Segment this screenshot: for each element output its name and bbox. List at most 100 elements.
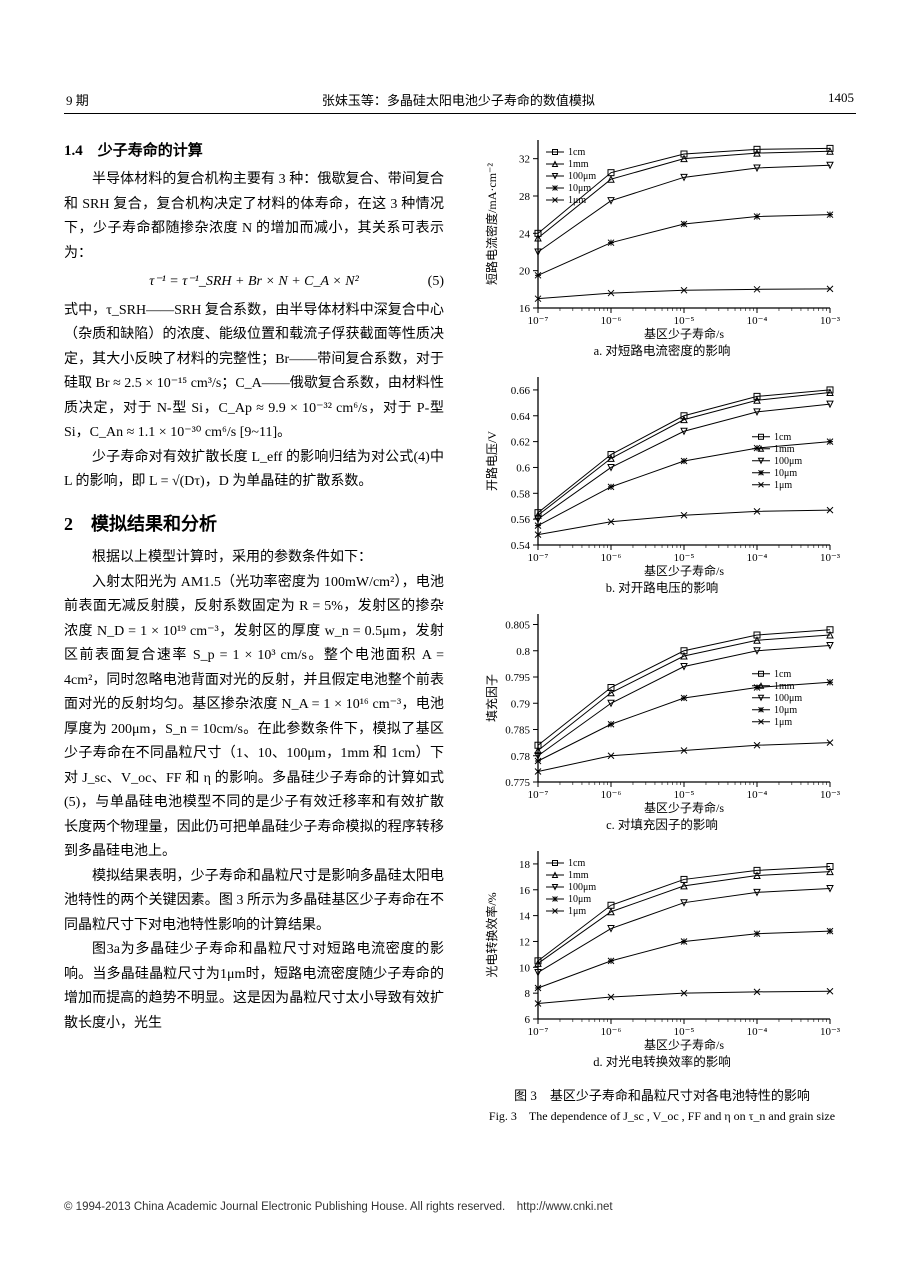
section-1-4-title: 1.4 少子寿命的计算 (64, 138, 444, 164)
svg-text:基区少子寿命/s: 基区少子寿命/s (644, 800, 724, 815)
svg-text:1cm: 1cm (568, 858, 585, 869)
svg-text:10⁻⁶: 10⁻⁶ (601, 315, 622, 327)
svg-text:填充因子: 填充因子 (484, 674, 499, 722)
svg-text:1mm: 1mm (774, 444, 795, 455)
svg-text:0.64: 0.64 (511, 411, 531, 423)
svg-text:开路电压/V: 开路电压/V (484, 431, 499, 491)
svg-text:1μm: 1μm (568, 195, 586, 206)
chart-b-block: 10⁻⁷ 10⁻⁶ 10⁻⁵ 10⁻⁴ 10⁻³ 基区少子寿命/s 0.54 0.56 0.58… (468, 369, 856, 596)
svg-text:10⁻⁵: 10⁻⁵ (674, 789, 695, 801)
equation-5-number: (5) (428, 270, 444, 295)
svg-text:10⁻⁶: 10⁻⁶ (601, 552, 622, 564)
svg-text:1mm: 1mm (568, 159, 589, 170)
svg-text:10⁻⁷: 10⁻⁷ (528, 315, 549, 327)
svg-text:100μm: 100μm (568, 171, 596, 182)
svg-text:0.62: 0.62 (511, 437, 530, 449)
svg-text:0.805: 0.805 (505, 620, 530, 632)
right-column: 10⁻⁷10⁻⁶10⁻⁵10⁻⁴10⁻³基区少子寿命/s1620242832短路… (468, 132, 856, 1126)
svg-text:1μm: 1μm (774, 717, 792, 728)
svg-text:10⁻⁶: 10⁻⁶ (601, 1026, 622, 1038)
svg-text:0.54: 0.54 (511, 540, 531, 552)
chart-c: 10⁻⁷10⁻⁶10⁻⁵10⁻⁴10⁻³基区少子寿命/s0.7750.780.7… (482, 606, 842, 816)
svg-text:基区少子寿命/s: 基区少子寿命/s (644, 326, 724, 341)
para-4: 根据以上模型计算时，采用的参数条件如下： (64, 546, 444, 571)
figure-3-caption: 图 3 基区少子寿命和晶粒尺寸对各电池特性的影响 Fig. 3 The depe… (468, 1086, 856, 1126)
chart-a: 10⁻⁷10⁻⁶10⁻⁵10⁻⁴10⁻³基区少子寿命/s1620242832短路… (482, 132, 842, 342)
svg-text:短路电流密度/mA·cm⁻²: 短路电流密度/mA·cm⁻² (484, 163, 499, 285)
svg-text:8: 8 (525, 988, 531, 1000)
svg-text:10⁻³: 10⁻³ (820, 1026, 841, 1038)
svg-text:100μm: 100μm (774, 456, 802, 467)
equation-5: τ⁻¹ = τ⁻¹_SRH + Br × N + C_A × N² (5) (64, 270, 444, 295)
page-number: 1405 (828, 90, 854, 109)
chart-b-caption: b. 对开路电压的影响 (606, 577, 719, 596)
svg-text:0.785: 0.785 (505, 725, 530, 737)
chart-d: 10⁻⁷10⁻⁶10⁻⁵10⁻⁴10⁻³基区少子寿命/s681012141618… (482, 843, 842, 1053)
svg-text:32: 32 (519, 154, 530, 166)
svg-text:16: 16 (519, 885, 531, 897)
svg-text:10⁻³: 10⁻³ (820, 789, 841, 801)
svg-text:10⁻⁵: 10⁻⁵ (674, 552, 695, 564)
para-5: 入射太阳光为 AM1.5（光功率密度为 100mW/cm²），电池前表面无减反射… (64, 571, 444, 865)
figure-3-caption-zh: 图 3 基区少子寿命和晶粒尺寸对各电池特性的影响 (468, 1086, 856, 1107)
issue-number: 9 期 (66, 90, 89, 109)
svg-text:1μm: 1μm (568, 906, 586, 917)
svg-text:0.58: 0.58 (511, 488, 531, 500)
svg-text:基区少子寿命/s: 基区少子寿命/s (644, 563, 724, 578)
page-header: 9 期 张妹玉等：多晶硅太阳电池少子寿命的数值模拟 1405 (64, 90, 856, 114)
svg-text:0.795: 0.795 (505, 672, 530, 684)
svg-text:0.78: 0.78 (511, 751, 531, 763)
running-title: 张妹玉等：多晶硅太阳电池少子寿命的数值模拟 (322, 90, 595, 109)
svg-text:10⁻³: 10⁻³ (820, 315, 841, 327)
svg-text:1mm: 1mm (568, 870, 589, 881)
chart-c-block: 10⁻⁷10⁻⁶10⁻⁵10⁻⁴10⁻³基区少子寿命/s0.7750.780.7… (468, 606, 856, 833)
para-7: 图3a为多晶硅少子寿命和晶粒尺寸对短路电流密度的影响。当多晶硅晶粒尺寸为1μm时… (64, 938, 444, 1036)
svg-text:10⁻⁵: 10⁻⁵ (674, 1026, 695, 1038)
svg-text:10μm: 10μm (568, 894, 591, 905)
svg-text:28: 28 (519, 191, 531, 203)
svg-text:20: 20 (519, 266, 531, 278)
svg-text:10⁻⁷: 10⁻⁷ (528, 552, 549, 564)
svg-text:1cm: 1cm (568, 147, 585, 158)
svg-text:10μm: 10μm (568, 183, 591, 194)
svg-text:1μm: 1μm (774, 480, 792, 491)
para-2: 式中，τ_SRH——SRH 复合系数，由半导体材料中深复合中心（杂质和缺陷）的浓… (64, 299, 444, 446)
svg-text:16: 16 (519, 303, 531, 315)
svg-text:1cm: 1cm (774, 432, 791, 443)
chart-d-block: 10⁻⁷10⁻⁶10⁻⁵10⁻⁴10⁻³基区少子寿命/s681012141618… (468, 843, 856, 1070)
chart-d-caption: d. 对光电转换效率的影响 (593, 1051, 731, 1070)
para-1: 半导体材料的复合机构主要有 3 种：俄歇复合、带间复合和 SRH 复合，复合机构… (64, 168, 444, 266)
svg-text:14: 14 (519, 911, 531, 923)
svg-text:光电转换效率/%: 光电转换效率/% (484, 892, 499, 977)
svg-text:10μm: 10μm (774, 705, 797, 716)
chart-a-caption: a. 对短路电流密度的影响 (594, 340, 731, 359)
svg-text:100μm: 100μm (774, 693, 802, 704)
chart-c-caption: c. 对填充因子的影响 (606, 814, 718, 833)
svg-text:1mm: 1mm (774, 681, 795, 692)
svg-text:0.775: 0.775 (505, 777, 530, 789)
page-footer: © 1994-2013 China Academic Journal Elect… (0, 1166, 920, 1230)
svg-text:10⁻⁷: 10⁻⁷ (528, 789, 549, 801)
svg-text:12: 12 (519, 936, 530, 948)
figure-3-caption-en: Fig. 3 The dependence of J_sc , V_oc , F… (468, 1107, 856, 1126)
svg-text:1cm: 1cm (774, 669, 791, 680)
section-2-title: 2 模拟结果和分析 (64, 509, 444, 541)
svg-text:0.6: 0.6 (516, 462, 530, 474)
svg-text:6: 6 (525, 1014, 531, 1026)
svg-text:18: 18 (519, 859, 531, 871)
svg-text:0.79: 0.79 (511, 698, 531, 710)
svg-text:100μm: 100μm (568, 882, 596, 893)
svg-text:10⁻⁴: 10⁻⁴ (747, 1026, 768, 1038)
svg-text:10⁻³: 10⁻³ (820, 552, 841, 564)
svg-text:10⁻⁵: 10⁻⁵ (674, 315, 695, 327)
svg-text:10: 10 (519, 962, 531, 974)
left-column: 1.4 少子寿命的计算 半导体材料的复合机构主要有 3 种：俄歇复合、带间复合和… (64, 132, 444, 1126)
svg-text:10⁻⁴: 10⁻⁴ (747, 789, 768, 801)
svg-text:基区少子寿命/s: 基区少子寿命/s (644, 1037, 724, 1052)
svg-text:0.56: 0.56 (511, 514, 531, 526)
svg-text:0.66: 0.66 (511, 385, 531, 397)
svg-text:10⁻⁴: 10⁻⁴ (747, 552, 768, 564)
para-3: 少子寿命对有效扩散长度 L_eff 的影响归结为对公式(4)中 L 的影响，即 … (64, 446, 444, 495)
chart-b: 10⁻⁷ 10⁻⁶ 10⁻⁵ 10⁻⁴ 10⁻³ 基区少子寿命/s 0.54 0.56 0.58… (482, 369, 842, 579)
svg-text:10⁻⁴: 10⁻⁴ (747, 315, 768, 327)
